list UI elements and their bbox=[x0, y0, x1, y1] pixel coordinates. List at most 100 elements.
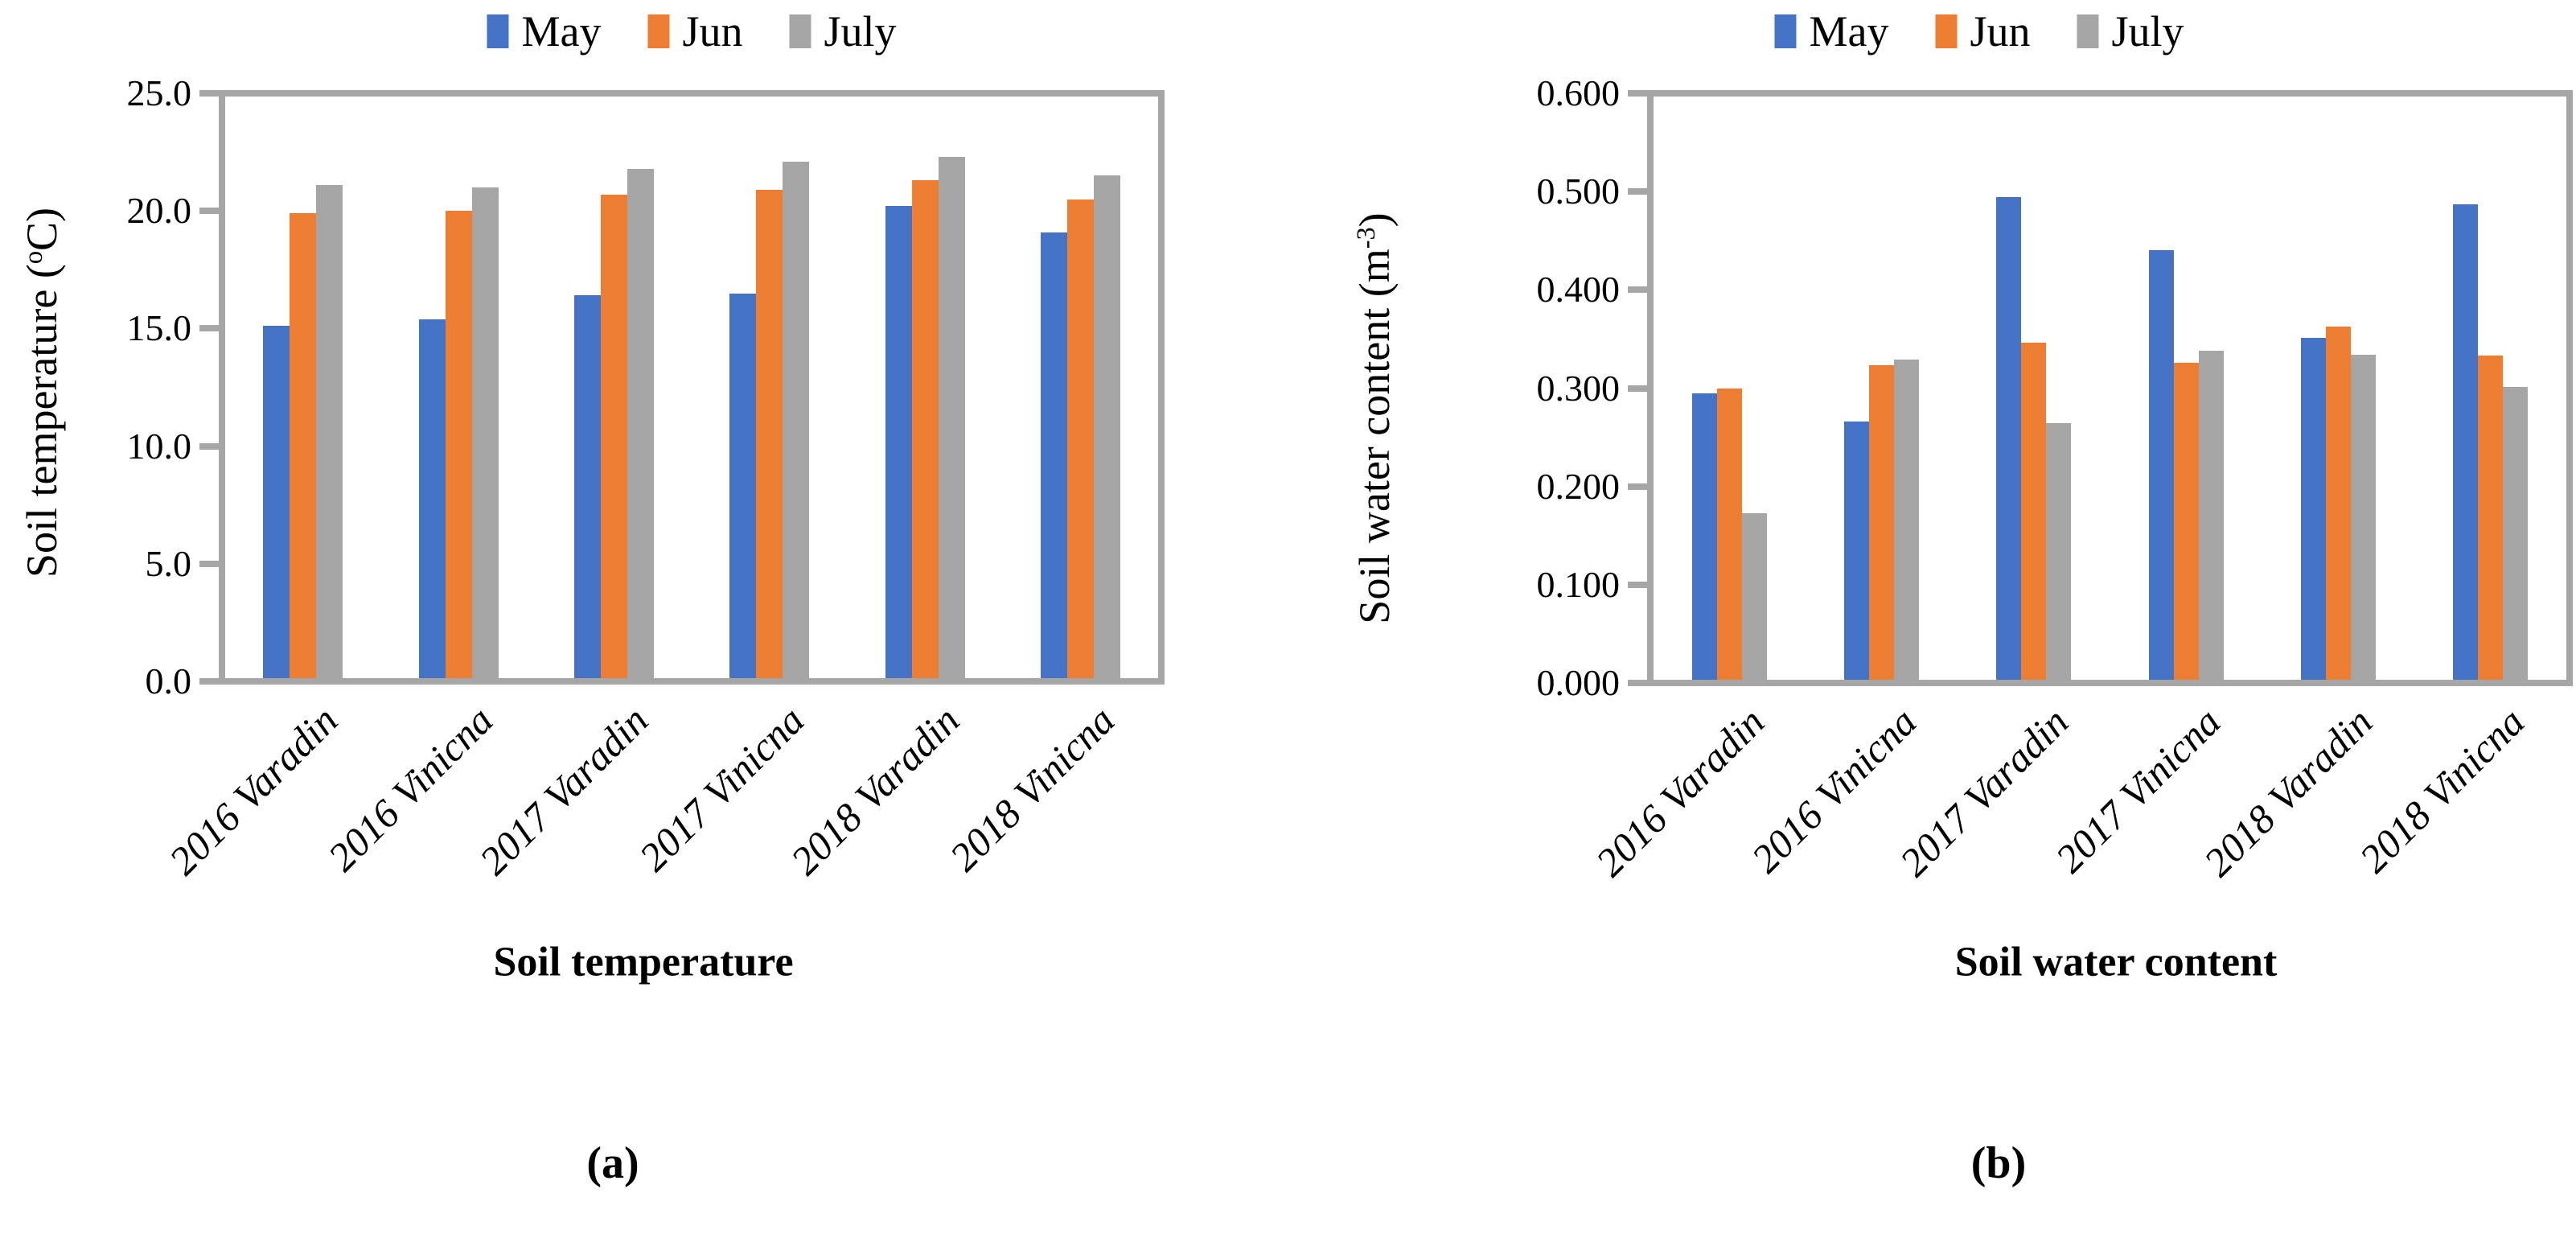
bar-may-2018-vinicna bbox=[2452, 204, 2478, 680]
legend-swatch-jun bbox=[647, 14, 670, 48]
bar-may-2016-vinicna bbox=[418, 319, 446, 678]
y-axis-tick-mark bbox=[199, 325, 219, 332]
x-category-label-2018-vinicna: 2018 Vinicna bbox=[2351, 698, 2533, 882]
bar-may-2016-varadin bbox=[263, 326, 290, 678]
y-axis-tick-mark bbox=[1628, 286, 1647, 294]
bar-july-2018-vinicna bbox=[2502, 387, 2528, 680]
bar-jun-2017-vinicna bbox=[2173, 362, 2199, 680]
y-axis-tick-mark bbox=[199, 560, 219, 567]
bar-jun-2016-vinicna bbox=[445, 211, 472, 678]
y-axis-tick-label: 15.0 bbox=[126, 307, 192, 349]
y-axis-tick-mark bbox=[1628, 581, 1647, 588]
legend-label-may: May bbox=[1809, 7, 1889, 56]
bar-may-2018-vinicna bbox=[1040, 232, 1067, 678]
bar-jun-2016-varadin bbox=[1717, 388, 1743, 680]
bar-july-2018-varadin bbox=[2350, 354, 2376, 680]
x-category-label-2016-vinicna: 2016 Vinicna bbox=[318, 697, 502, 880]
y-axis-title-text: Soil water content (m bbox=[1350, 249, 1399, 624]
y-axis-tick-mark bbox=[199, 442, 219, 450]
plot-area bbox=[219, 90, 1165, 685]
x-category-label-2017-vinicna: 2017 Vinicna bbox=[2047, 698, 2229, 882]
bar-july-2017-varadin bbox=[2046, 423, 2072, 680]
legend-swatch-july bbox=[2077, 14, 2099, 48]
y-axis-tick-label: 5.0 bbox=[145, 542, 192, 584]
bar-jun-2016-varadin bbox=[290, 213, 317, 678]
legend-label-may: May bbox=[521, 7, 602, 56]
legend-swatch-july bbox=[789, 14, 811, 48]
legend-swatch-may bbox=[487, 14, 509, 48]
y-axis-tick-label: 0.0 bbox=[145, 660, 192, 701]
bar-july-2016-varadin bbox=[1742, 512, 1768, 680]
bar-july-2017-vinicna bbox=[783, 161, 810, 678]
legend-label-jun: Jun bbox=[1970, 7, 2031, 56]
x-category-label-2016-varadin: 2016 Varadin bbox=[160, 697, 347, 884]
bar-jun-2018-vinicna bbox=[2477, 356, 2503, 680]
y-axis-tick-label: 0.100 bbox=[1536, 563, 1621, 605]
bar-jun-2018-varadin bbox=[911, 180, 939, 678]
bar-jun-2017-varadin bbox=[600, 194, 627, 678]
bar-jun-2017-varadin bbox=[2021, 343, 2047, 680]
bar-may-2017-varadin bbox=[573, 295, 601, 678]
y-axis-tick-mark bbox=[1628, 680, 1647, 686]
y-axis-tick-mark bbox=[199, 90, 219, 97]
y-axis-tick-label: 25.0 bbox=[126, 72, 192, 113]
y-axis-tick-mark bbox=[199, 208, 219, 215]
x-category-label-2018-varadin: 2018 Varadin bbox=[2195, 698, 2381, 886]
x-category-label-2016-varadin: 2016 Varadin bbox=[1586, 698, 1773, 886]
chart-panel-a: May Jun July Soil temperature (oC) Soil te… bbox=[12, 0, 1165, 1188]
x-category-label-2016-vinicna: 2016 Vinicna bbox=[1742, 698, 1925, 882]
y-axis-tick-label: 0.500 bbox=[1536, 171, 1621, 212]
y-axis-tick-label: 10.0 bbox=[126, 425, 192, 467]
y-axis-tick-mark bbox=[1628, 188, 1647, 195]
bar-jun-2018-varadin bbox=[2325, 326, 2351, 680]
legend: May Jun July bbox=[1774, 10, 2184, 53]
legend-item-july: July bbox=[2077, 10, 2184, 53]
bar-jun-2017-vinicna bbox=[756, 189, 783, 678]
x-category-label-2017-vinicna: 2017 Vinicna bbox=[630, 697, 813, 880]
bar-may-2018-varadin bbox=[2300, 338, 2326, 680]
y-axis-tick-mark bbox=[1628, 90, 1647, 97]
y-axis-tick-label: 0.300 bbox=[1536, 367, 1621, 409]
y-axis-tick-mark bbox=[199, 678, 219, 685]
y-axis-tick-mark bbox=[1628, 483, 1647, 490]
legend-item-july: July bbox=[789, 10, 897, 53]
x-category-label-2017-varadin: 2017 Varadin bbox=[1891, 698, 2077, 886]
bar-may-2016-varadin bbox=[1692, 393, 1718, 680]
panel-letter: (a) bbox=[586, 1138, 639, 1188]
legend-item-jun: Jun bbox=[1935, 10, 2030, 53]
y-axis-tick-label: 20.0 bbox=[126, 190, 192, 232]
chart-panel-b: May Jun July Soil water content (m-3) Soil… bbox=[1288, 0, 2576, 1234]
bar-july-2016-vinicna bbox=[1894, 360, 1920, 680]
bar-may-2018-varadin bbox=[885, 206, 912, 678]
bar-july-2016-varadin bbox=[316, 185, 343, 678]
legend-item-jun: Jun bbox=[647, 10, 742, 53]
y-axis-tick-label: 0.000 bbox=[1536, 662, 1621, 703]
legend-item-may: May bbox=[1774, 10, 1888, 53]
plot-area bbox=[1647, 90, 2573, 686]
bar-july-2018-vinicna bbox=[1093, 175, 1120, 678]
x-category-label-2018-varadin: 2018 Varadin bbox=[782, 697, 968, 884]
x-axis-title: Soil temperature bbox=[493, 939, 794, 985]
bar-july-2016-vinicna bbox=[471, 187, 499, 678]
y-axis-title-superscript: o bbox=[19, 250, 49, 265]
bar-july-2018-varadin bbox=[938, 156, 965, 678]
bar-may-2017-vinicna bbox=[729, 293, 757, 678]
y-axis-title: Soil temperature (oC) bbox=[12, 0, 72, 835]
y-axis-title-superscript: -3 bbox=[1352, 227, 1382, 249]
x-axis-title: Soil water content bbox=[1954, 939, 2278, 985]
y-axis-tick-label: 0.400 bbox=[1536, 269, 1621, 311]
bar-may-2017-varadin bbox=[1996, 197, 2022, 680]
panel-letter: (b) bbox=[1970, 1138, 2027, 1188]
y-axis-tick-label: 0.600 bbox=[1536, 72, 1621, 113]
legend-swatch-may bbox=[1774, 14, 1797, 48]
y-axis-title: Soil water content (m-3) bbox=[1345, 0, 1404, 861]
y-axis-title-suffix: ) bbox=[1350, 212, 1399, 228]
bar-may-2017-vinicna bbox=[2148, 250, 2174, 680]
legend: May Jun July bbox=[487, 7, 897, 56]
x-category-label-2018-vinicna: 2018 Vinicna bbox=[941, 697, 1124, 880]
legend-label-july: July bbox=[2111, 7, 2184, 56]
legend-swatch-jun bbox=[1935, 14, 1958, 48]
bar-jun-2018-vinicna bbox=[1066, 199, 1094, 678]
x-category-label-2017-varadin: 2017 Varadin bbox=[470, 697, 657, 884]
